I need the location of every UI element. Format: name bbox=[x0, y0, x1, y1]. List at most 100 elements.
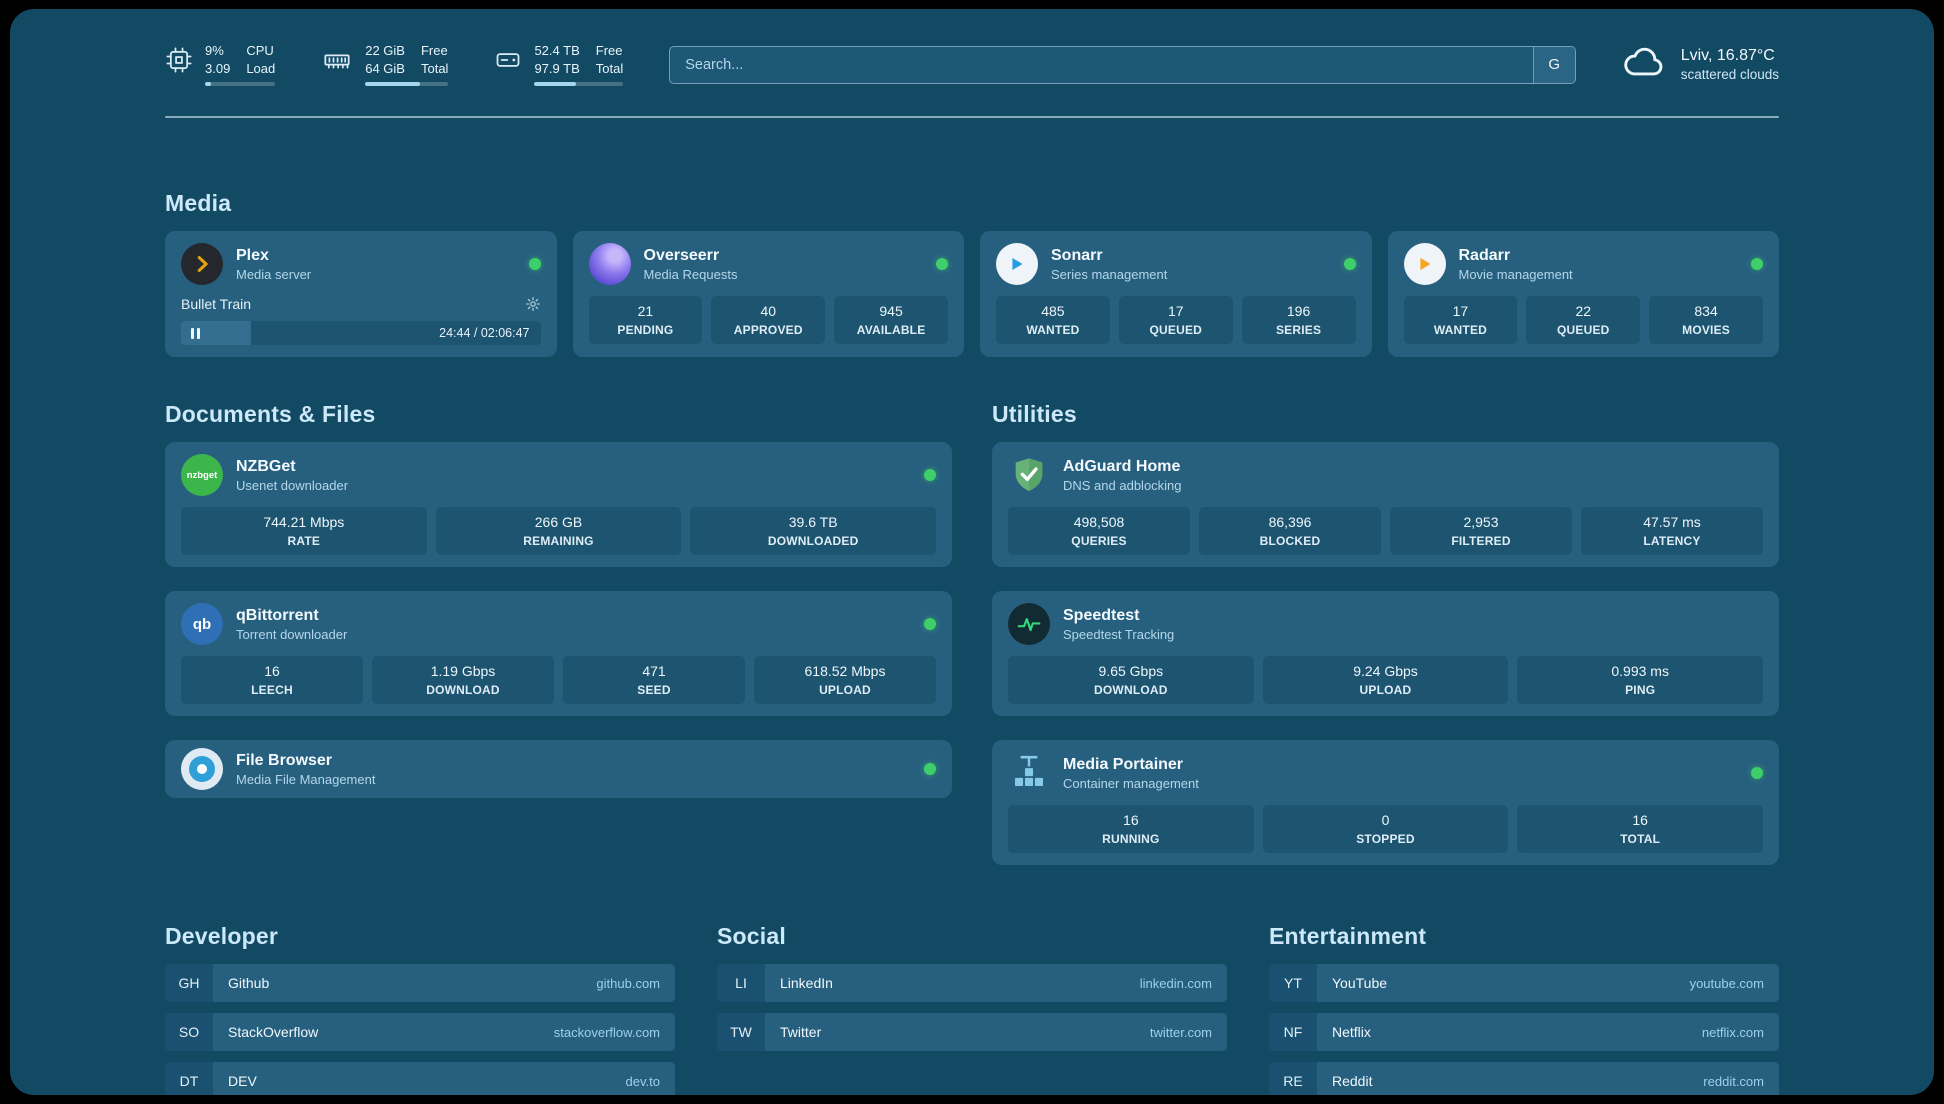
search-input[interactable] bbox=[670, 46, 1533, 83]
card-plex[interactable]: Plex Media server Bullet Train bbox=[165, 231, 557, 357]
disk-total-value: 97.9 TB bbox=[534, 61, 580, 76]
stat-box: 40 APPROVED bbox=[711, 296, 826, 344]
card-subtitle: Usenet downloader bbox=[236, 477, 349, 493]
bookmark-url: linkedin.com bbox=[1139, 975, 1212, 991]
stat-box: 16 LEECH bbox=[181, 656, 363, 704]
disk-widget: 52.4 TB 97.9 TB Free Total bbox=[494, 43, 624, 86]
stat-box: 17 QUEUED bbox=[1118, 296, 1233, 344]
stat-value: 2,953 bbox=[1463, 514, 1499, 530]
cpu-load-label: Load bbox=[246, 61, 276, 76]
bookmark-stackoverflow[interactable]: SO StackOverflow stackoverflow.com bbox=[165, 1013, 675, 1051]
stat-label: MOVIES bbox=[1682, 323, 1731, 337]
stat-box: 266 GB REMAINING bbox=[435, 507, 682, 555]
stat-value: 17 bbox=[1452, 303, 1469, 319]
pause-icon[interactable] bbox=[191, 327, 200, 339]
status-dot bbox=[528, 258, 541, 270]
stat-box: 39.6 TB DOWNLOADED bbox=[690, 507, 936, 555]
card-overseerr[interactable]: Overseerr Media Requests 21 PENDING 40 A… bbox=[572, 231, 964, 357]
card-title: Radarr bbox=[1458, 246, 1511, 264]
section-title-entertainment: Entertainment bbox=[1269, 923, 1427, 949]
bookmark-url: twitter.com bbox=[1149, 1024, 1212, 1040]
memory-usage-fill bbox=[365, 82, 421, 86]
memory-free-label: Free bbox=[420, 43, 448, 58]
stat-box: 196 SERIES bbox=[1241, 296, 1356, 344]
card-subtitle: DNS and adblocking bbox=[1063, 477, 1182, 493]
section-title-documents: Documents & Files bbox=[165, 401, 376, 427]
stat-value: 17 bbox=[1167, 303, 1184, 319]
stat-value: 40 bbox=[760, 303, 777, 319]
stat-box: 21 PENDING bbox=[588, 296, 703, 344]
bookmark-netflix[interactable]: NF Netflix netflix.com bbox=[1269, 1013, 1779, 1051]
bookmark-name: Netflix bbox=[1332, 1024, 1371, 1040]
bookmark-tag: YT bbox=[1269, 964, 1317, 1002]
stat-value: 945 bbox=[879, 303, 903, 319]
playback-time: 24:44 / 02:06:47 bbox=[439, 326, 530, 340]
speedtest-icon bbox=[1008, 603, 1050, 645]
bookmark-youtube[interactable]: YT YouTube youtube.com bbox=[1269, 964, 1779, 1002]
bookmark-dev[interactable]: DT DEV dev.to bbox=[165, 1062, 675, 1095]
stat-value: 16 bbox=[264, 663, 280, 679]
stat-value: 1.19 Gbps bbox=[430, 663, 496, 679]
gear-icon[interactable] bbox=[525, 296, 541, 312]
bookmark-url: youtube.com bbox=[1689, 975, 1764, 991]
bookmark-linkedin[interactable]: LI LinkedIn linkedin.com bbox=[717, 964, 1227, 1002]
stat-box: 498,508 QUERIES bbox=[1008, 507, 1190, 555]
adguard-icon bbox=[1008, 454, 1050, 496]
stat-label: REMAINING bbox=[523, 534, 594, 548]
overseerr-icon bbox=[588, 243, 631, 285]
topbar-divider bbox=[165, 116, 1779, 118]
stat-label: UPLOAD bbox=[1359, 683, 1412, 697]
section-title-utilities: Utilities bbox=[992, 401, 1077, 427]
weather-location-temp: Lviv, 16.87°C bbox=[1680, 47, 1775, 64]
playback-progress-bar[interactable]: 24:44 / 02:06:47 bbox=[181, 321, 541, 345]
stat-label: QUEUED bbox=[1556, 323, 1610, 337]
stat-box: 9.24 Gbps UPLOAD bbox=[1262, 656, 1509, 704]
cpu-usage-fill bbox=[205, 82, 212, 86]
card-title: qBittorrent bbox=[236, 606, 319, 624]
memory-usage-bar bbox=[365, 82, 449, 86]
stat-label: DOWNLOAD bbox=[1094, 683, 1168, 697]
stat-label: RATE bbox=[287, 534, 321, 548]
bookmark-tag: GH bbox=[165, 964, 213, 1002]
stat-label: UPLOAD bbox=[819, 683, 871, 697]
bookmark-name: Twitter bbox=[780, 1024, 822, 1040]
cpu-load-value: 3.09 bbox=[205, 61, 231, 76]
stat-value: 0.993 ms bbox=[1611, 663, 1669, 679]
bookmark-url: netflix.com bbox=[1701, 1024, 1764, 1040]
dashboard: 9% 3.09 CPU Load bbox=[10, 9, 1934, 1095]
bookmark-reddit[interactable]: RE Reddit reddit.com bbox=[1269, 1062, 1779, 1095]
bookmark-name: DEV bbox=[228, 1073, 257, 1089]
stat-box: 16 RUNNING bbox=[1008, 805, 1254, 853]
stat-value: 471 bbox=[642, 663, 666, 679]
stat-box: 834 MOVIES bbox=[1649, 296, 1763, 344]
card-qbittorrent[interactable]: qb qBittorrent Torrent downloader 16 LEE… bbox=[165, 591, 952, 716]
search-engine-button[interactable]: G bbox=[1532, 46, 1575, 83]
card-filebrowser[interactable]: File Browser Media File Management bbox=[165, 740, 952, 798]
stat-label: DOWNLOADED bbox=[767, 534, 859, 548]
stat-label: SEED bbox=[637, 683, 671, 697]
disk-icon bbox=[494, 46, 522, 79]
card-nzbget[interactable]: nzbget NZBGet Usenet downloader 744.21 M… bbox=[165, 442, 952, 567]
card-title: Sonarr bbox=[1051, 246, 1103, 264]
sonarr-icon bbox=[996, 243, 1038, 285]
memory-icon bbox=[321, 46, 353, 79]
bookmark-github[interactable]: GH Github github.com bbox=[165, 964, 675, 1002]
stat-value: 9.65 Gbps bbox=[1098, 663, 1164, 679]
card-portainer[interactable]: Media Portainer Container management 16 … bbox=[992, 740, 1779, 865]
bookmark-twitter[interactable]: TW Twitter twitter.com bbox=[717, 1013, 1227, 1051]
stat-label: QUERIES bbox=[1071, 534, 1127, 548]
stat-label: WANTED bbox=[1026, 323, 1080, 337]
stat-box: 1.19 Gbps DOWNLOAD bbox=[372, 656, 554, 704]
card-adguard[interactable]: AdGuard Home DNS and adblocking 498,508 … bbox=[992, 442, 1779, 567]
stat-label: BLOCKED bbox=[1259, 534, 1321, 548]
stat-value: 196 bbox=[1286, 303, 1311, 319]
card-radarr[interactable]: Radarr Movie management 17 WANTED 22 QUE… bbox=[1387, 231, 1779, 357]
bookmark-tag: TW bbox=[717, 1013, 765, 1051]
card-speedtest[interactable]: Speedtest Speedtest Tracking 9.65 Gbps D… bbox=[992, 591, 1779, 716]
stat-label: QUEUED bbox=[1149, 323, 1203, 337]
stat-box: 744.21 Mbps RATE bbox=[181, 507, 427, 555]
stat-value: 9.24 Gbps bbox=[1353, 663, 1418, 679]
stat-value: 498,508 bbox=[1073, 514, 1125, 530]
card-sonarr[interactable]: Sonarr Series management 485 WANTED 17 Q… bbox=[980, 231, 1372, 357]
status-dot bbox=[924, 469, 936, 481]
